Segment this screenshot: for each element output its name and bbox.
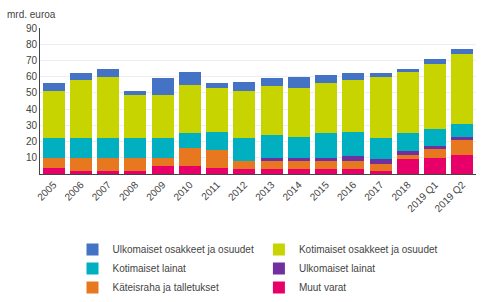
svg-text:Kotimaiset lainat: Kotimaiset lainat: [113, 263, 187, 274]
svg-text:10: 10: [26, 152, 38, 163]
svg-text:2012: 2012: [226, 179, 250, 203]
svg-text:2019 Q1: 2019 Q1: [405, 179, 440, 214]
svg-text:2014: 2014: [280, 179, 304, 203]
svg-text:30: 30: [26, 120, 38, 131]
svg-text:2005: 2005: [35, 179, 59, 203]
svg-text:40: 40: [26, 104, 38, 115]
svg-text:70: 70: [26, 55, 38, 66]
svg-text:2018: 2018: [389, 179, 413, 203]
svg-text:Käteisraha ja talletukset: Käteisraha ja talletukset: [113, 282, 219, 293]
svg-text:2009: 2009: [144, 179, 168, 203]
svg-text:50: 50: [26, 87, 38, 98]
svg-text:Ulkomaiset osakkeet ja osuudet: Ulkomaiset osakkeet ja osuudet: [113, 244, 254, 255]
svg-text:2006: 2006: [62, 179, 86, 203]
svg-text:2013: 2013: [253, 179, 277, 203]
svg-text:2016: 2016: [335, 179, 359, 203]
svg-text:20: 20: [26, 136, 38, 147]
svg-text:60: 60: [26, 71, 38, 82]
svg-text:2008: 2008: [117, 179, 141, 203]
svg-text:2019 Q2: 2019 Q2: [432, 179, 467, 214]
svg-text:Ulkomaiset lainat: Ulkomaiset lainat: [299, 263, 375, 274]
svg-text:80: 80: [26, 39, 38, 50]
svg-text:2017: 2017: [362, 179, 386, 203]
svg-text:mrd. euroa: mrd. euroa: [7, 9, 56, 20]
svg-text:Muut varat: Muut varat: [299, 282, 346, 293]
svg-text:Kotimaiset osakkeet ja osuudet: Kotimaiset osakkeet ja osuudet: [299, 244, 438, 255]
svg-text:90: 90: [26, 23, 38, 34]
svg-text:2015: 2015: [308, 179, 332, 203]
svg-text:2010: 2010: [171, 179, 195, 203]
svg-text:2007: 2007: [90, 179, 114, 203]
svg-text:2011: 2011: [199, 179, 222, 202]
